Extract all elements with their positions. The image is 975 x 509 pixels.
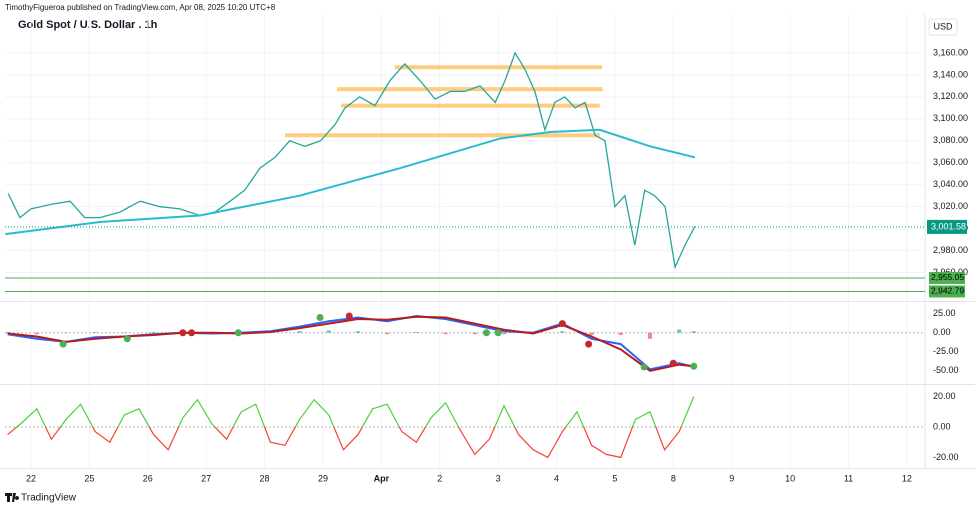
x-tick-label: 3 <box>496 473 501 483</box>
x-tick-label: 27 <box>201 473 211 483</box>
y-tick-label: 25.00 <box>933 308 956 318</box>
y-tick-label: 3,120.00 <box>933 91 968 101</box>
cross-signal <box>585 340 593 348</box>
histogram-bar <box>472 332 477 335</box>
moving-average-line <box>5 128 696 236</box>
x-tick-label: 4 <box>554 473 559 483</box>
cross-signal <box>123 335 131 343</box>
y-tick-label: 2,960.00 <box>933 267 968 277</box>
x-tick-label: 12 <box>902 473 912 483</box>
histogram-bar <box>647 332 652 339</box>
histogram-bar <box>443 332 448 335</box>
y-tick-label: 2,980.00 <box>933 245 968 255</box>
histogram-bar <box>93 331 98 333</box>
x-tick-label: 28 <box>260 473 270 483</box>
y-tick-label: 3,160.00 <box>933 47 968 57</box>
cross-signal <box>669 359 677 367</box>
y-tick-label: -25.00 <box>933 346 959 356</box>
x-tick-label: 10 <box>785 473 795 483</box>
last-price-tag <box>927 219 967 234</box>
last-price-label: 3,001.58 <box>931 221 966 231</box>
signal-line <box>7 315 694 372</box>
cross-signal <box>316 313 324 321</box>
x-tick-label: 5 <box>612 473 617 483</box>
histogram-bar <box>691 331 696 333</box>
histogram-bar <box>560 331 565 333</box>
publisher: TimothyFigueroa published on TradingView… <box>5 3 276 12</box>
histogram-bar <box>151 331 156 333</box>
y-tick-label: 3,140.00 <box>933 69 968 79</box>
price-tag-label: 2,942.79 <box>931 286 964 296</box>
y-tick-label: 0.00 <box>933 327 951 337</box>
x-tick-label: 8 <box>671 473 676 483</box>
price-tag-label: 2,955.05 <box>931 272 964 282</box>
y-tick-label: 3,040.00 <box>933 179 968 189</box>
histogram-bar <box>414 331 419 333</box>
y-tick-label: -20.00 <box>933 452 959 462</box>
y-tick-label: 3,060.00 <box>933 157 968 167</box>
cross-signal <box>188 329 196 337</box>
y-tick-label: -50.00 <box>933 365 959 375</box>
footer-brand: TradingView <box>21 493 77 504</box>
histogram-bar <box>326 330 331 333</box>
cross-signal <box>234 329 242 337</box>
histogram-bar <box>5 331 10 333</box>
cross-signal <box>345 312 353 320</box>
currency: USD <box>933 21 953 31</box>
x-tick-label: 11 <box>844 473 853 483</box>
x-tick-label: 9 <box>729 473 734 483</box>
cross-signal <box>59 340 67 348</box>
x-tick-label: 2 <box>437 473 442 483</box>
price-line <box>7 51 696 270</box>
x-tick-label: 29 <box>318 473 328 483</box>
y-tick-label: 0.00 <box>933 421 951 431</box>
y-tick-label: 3,080.00 <box>933 135 968 145</box>
x-tick-label: Apr <box>374 473 390 483</box>
cross-signal <box>690 362 698 370</box>
support-resistance-zone <box>341 103 600 108</box>
oscillator-line <box>7 396 695 459</box>
histogram-bar <box>385 332 390 335</box>
cross-signal <box>482 329 490 337</box>
logo <box>5 493 20 502</box>
histogram-bar <box>34 332 39 335</box>
currency-box <box>928 18 958 36</box>
histogram-bar <box>355 331 360 333</box>
histogram-bar <box>501 332 506 335</box>
cross-signal <box>179 329 187 337</box>
y-tick-label: 20.00 <box>933 391 956 401</box>
support-resistance-zone <box>394 65 603 70</box>
histogram-bar <box>122 332 127 334</box>
histogram-bar <box>677 329 682 333</box>
price-tag <box>929 285 965 298</box>
cross-signal <box>558 320 566 328</box>
histogram-bar <box>618 332 623 335</box>
histogram-bar <box>297 331 302 333</box>
support-resistance-zone <box>285 133 600 138</box>
price-tag <box>929 271 965 284</box>
x-tick-label: 26 <box>143 473 153 483</box>
cross-signal <box>494 329 502 337</box>
x-tick-label: 22 <box>26 473 36 483</box>
y-tick-label: 3,100.00 <box>933 113 968 123</box>
y-tick-label: 3,020.00 <box>933 201 968 211</box>
chart-title: Gold Spot / U.S. Dollar . 1h <box>18 19 158 31</box>
cross-signal <box>640 363 648 371</box>
histogram-bar <box>64 332 69 334</box>
x-tick-label: 25 <box>84 473 94 483</box>
histogram-bar <box>589 332 594 335</box>
